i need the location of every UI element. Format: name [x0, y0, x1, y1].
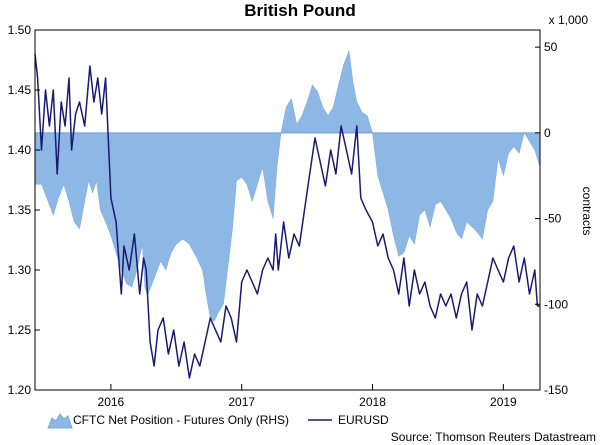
legend: CFTC Net Position - Futures Only (RHS) E…	[47, 413, 389, 429]
x-tick-label: 2017	[228, 395, 255, 409]
right-tick-label: 0	[544, 126, 551, 140]
legend-swatch-cftc	[47, 413, 73, 429]
right-axis-label: contracts	[580, 187, 594, 236]
left-tick-label: 1.20	[8, 383, 32, 397]
area-series-layer	[34, 50, 541, 322]
right-tick-label: -100	[544, 297, 568, 311]
line-series-layer	[34, 53, 540, 379]
right-axis-multiplier: x 1,000	[549, 13, 589, 27]
plot-area	[34, 29, 541, 391]
x-tick-label: 2016	[98, 395, 125, 409]
eurusd-line	[34, 53, 540, 379]
right-tick-label: 50	[544, 40, 558, 54]
left-tick-label: 1.45	[8, 83, 32, 97]
left-axis: 1.20 1.25 1.30 1.35 1.40 1.45 1.50	[8, 23, 40, 397]
right-axis: -150 -100 -50 0 50	[535, 40, 568, 397]
x-tick-label: 2019	[490, 395, 517, 409]
left-tick-label: 1.50	[8, 23, 32, 37]
x-axis: 2016 2017 2018 2019	[98, 384, 517, 409]
chart-title: British Pound	[244, 1, 355, 20]
left-tick-label: 1.40	[8, 143, 32, 157]
right-tick-label: -150	[544, 383, 568, 397]
left-tick-label: 1.25	[8, 323, 32, 337]
cftc-net-position-area	[34, 50, 541, 322]
legend-label-eurusd: EURUSD	[338, 413, 389, 427]
right-tick-label: -50	[544, 212, 562, 226]
source-note: Source: Thomson Reuters Datastream	[391, 430, 596, 444]
left-tick-label: 1.30	[8, 263, 32, 277]
legend-label-cftc: CFTC Net Position - Futures Only (RHS)	[73, 413, 289, 427]
left-tick-label: 1.35	[8, 203, 32, 217]
x-tick-label: 2018	[359, 395, 386, 409]
